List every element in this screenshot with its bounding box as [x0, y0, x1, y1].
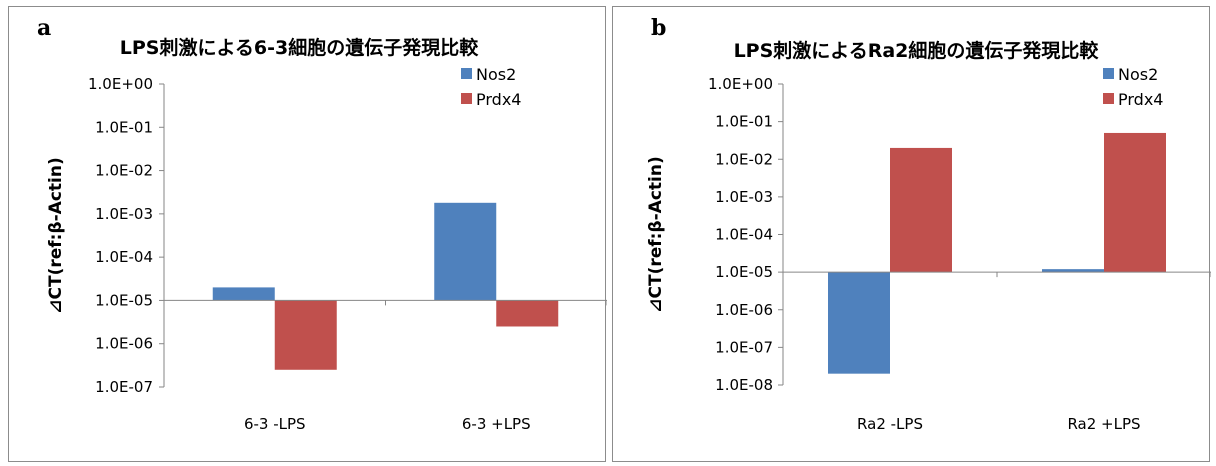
- category-label: Ra2 +LPS: [1067, 415, 1140, 433]
- chart-panel-b: b LPS刺激によるRa2細胞の遺伝子発現比較 ⊿CT(ref:β-Actin) 1…: [612, 6, 1211, 462]
- legend-swatch-prdx4: [1103, 93, 1114, 104]
- category-label: Ra2 -LPS: [857, 415, 923, 433]
- y-tick-label: 1.0E-02: [715, 150, 773, 168]
- y-tick-label: 1.0E-05: [95, 291, 153, 309]
- y-tick-label: 1.0E-08: [715, 376, 773, 394]
- bar-nos2-2: [434, 202, 497, 301]
- legend-swatch-nos2: [461, 68, 472, 79]
- y-axis-label: ⊿CT(ref:β-Actin): [646, 156, 666, 312]
- y-tick-label: 1.0E-01: [715, 113, 773, 131]
- chart-b: LPS刺激によるRa2細胞の遺伝子発現比較 ⊿CT(ref:β-Actin) 1.0…: [646, 39, 1211, 433]
- bar-nos2-1: [828, 272, 890, 374]
- y-tick-label: 1.0E-03: [95, 205, 153, 223]
- panel-letter-b: b: [651, 15, 667, 41]
- legend-swatch-prdx4: [461, 93, 472, 104]
- bar-nos2-2: [1042, 269, 1104, 273]
- y-tick-label: 1.0E+00: [708, 75, 773, 93]
- panel-letter-a: a: [37, 15, 52, 41]
- y-tick-label: 1.0E+00: [88, 75, 153, 93]
- y-tick-label: 1.0E-03: [715, 188, 773, 206]
- y-tick-label: 1.0E-01: [95, 118, 153, 136]
- legend-label-prdx4: Prdx4: [1118, 90, 1163, 109]
- legend-label-nos2: Nos2: [476, 65, 516, 84]
- legend-label-prdx4: Prdx4: [476, 90, 521, 109]
- y-tick-label: 1.0E-05: [715, 263, 773, 281]
- category-label: 6-3 +LPS: [462, 415, 531, 433]
- bar-nos2-1: [212, 287, 275, 301]
- y-tick-label: 1.0E-07: [715, 338, 773, 356]
- bar-prdx4-2: [1104, 132, 1166, 273]
- bar-prdx4-1: [890, 147, 952, 273]
- category-label: 6-3 -LPS: [244, 415, 306, 433]
- chart-panel-a: a LPS刺激による6-3細胞の遺伝子発現比較 ⊿CT(ref:β-Actin) 1…: [8, 6, 607, 462]
- y-tick-label: 1.0E-06: [715, 301, 773, 319]
- y-tick-label: 1.0E-02: [95, 162, 153, 180]
- y-axis-label: ⊿CT(ref:β-Actin): [46, 157, 66, 313]
- legend-swatch-nos2: [1103, 68, 1114, 79]
- legend-label-nos2: Nos2: [1118, 65, 1158, 84]
- y-tick-label: 1.0E-04: [715, 226, 773, 244]
- chart-title: LPS刺激によるRa2細胞の遺伝子発現比較: [734, 39, 1100, 62]
- chart-a: LPS刺激による6-3細胞の遺伝子発現比較 ⊿CT(ref:β-Actin) 1.0…: [46, 36, 607, 433]
- y-tick-label: 1.0E-07: [95, 378, 153, 396]
- bar-prdx4-1: [274, 300, 337, 370]
- y-tick-label: 1.0E-04: [95, 248, 153, 266]
- bar-prdx4-2: [496, 300, 559, 327]
- y-tick-label: 1.0E-06: [95, 335, 153, 353]
- chart-title: LPS刺激による6-3細胞の遺伝子発現比較: [120, 36, 479, 59]
